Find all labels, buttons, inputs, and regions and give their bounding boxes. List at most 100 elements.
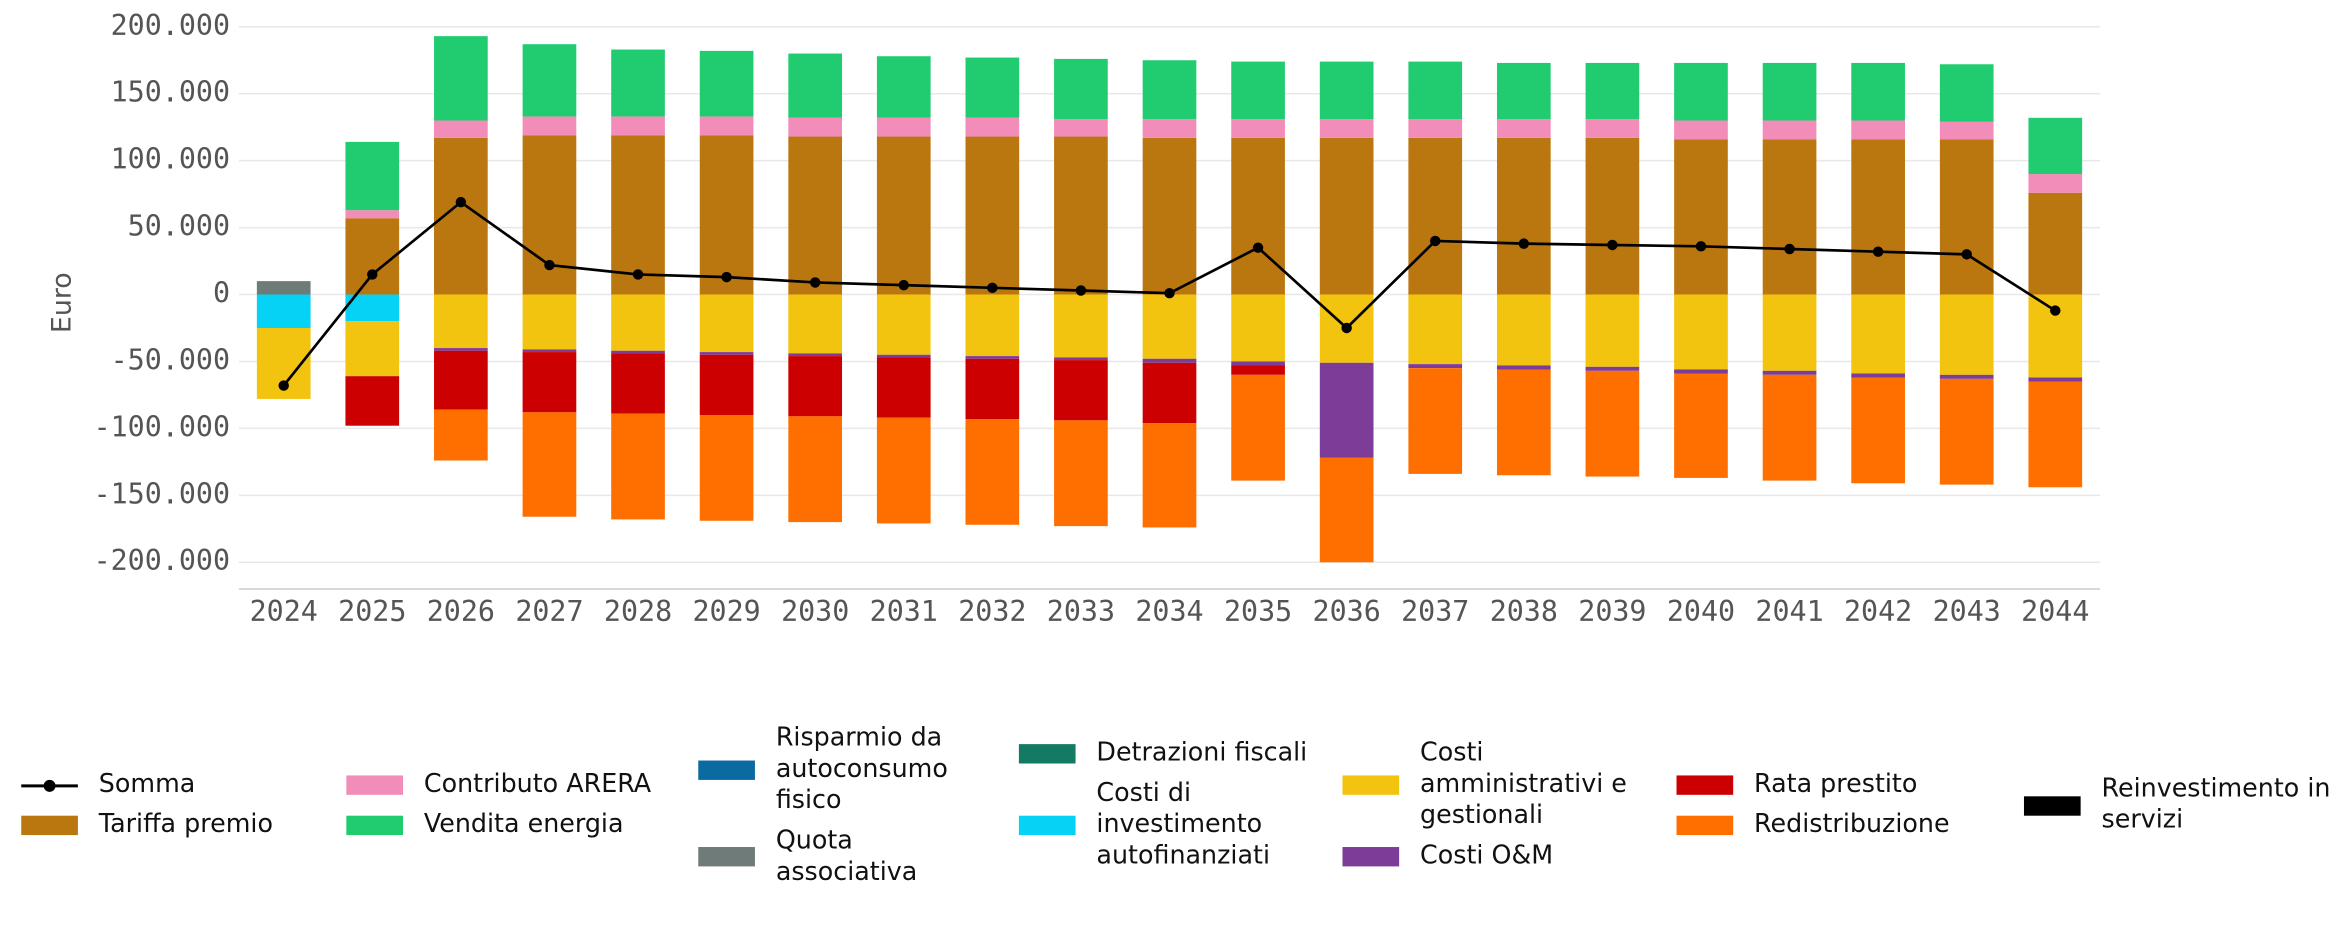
- bar-segment: [611, 294, 665, 351]
- bar-segment: [876, 294, 931, 355]
- bar-segment: [522, 349, 577, 353]
- bar-segment: [1851, 120, 1905, 140]
- line-point: [1341, 322, 1352, 334]
- bar-segment: [1585, 366, 1640, 371]
- bar-segment: [2028, 117, 2083, 175]
- bar-segment: [1939, 139, 1994, 295]
- legend-swatch: [1676, 815, 1734, 836]
- line-point: [1695, 241, 1707, 252]
- bar-segment: [1939, 294, 1994, 375]
- bar-segment: [1762, 294, 1817, 371]
- legend-column: Somma Tariffa premio: [21, 701, 352, 910]
- bar-segment: [345, 321, 400, 377]
- bar-segment: [345, 218, 400, 295]
- bar-segment: [1496, 62, 1551, 120]
- legend-swatch: [1018, 815, 1076, 836]
- bar-segment: [522, 352, 577, 413]
- bar-segment: [965, 136, 1020, 295]
- x-tick-label: 2040: [1667, 595, 1735, 628]
- bar-segment: [434, 120, 488, 138]
- legend-item: Tariffa premio: [21, 810, 352, 841]
- bar-segment: [434, 36, 488, 121]
- bar-segment: [2028, 381, 2083, 488]
- legend-marker: [43, 779, 56, 792]
- bar-segment: [522, 44, 577, 117]
- bar-segment: [522, 294, 577, 350]
- line-point: [721, 271, 732, 283]
- legend-item: Redistribuzione: [1676, 810, 2038, 841]
- bar-segment: [1142, 60, 1197, 120]
- legend-swatch: [698, 847, 755, 867]
- bar-segment: [1674, 373, 1728, 478]
- bar-segment: [1851, 139, 1905, 295]
- legend-swatch: [1342, 775, 1400, 795]
- legend-label: Costi di investimento autofinanziati: [1096, 778, 1270, 871]
- bar-segment: [1231, 365, 1285, 375]
- bar-segment: [1939, 64, 1994, 122]
- bar-segment: [345, 210, 400, 219]
- y-tick-label: -150.000: [94, 477, 230, 510]
- bar-segment: [1762, 62, 1817, 121]
- bar-segment: [1408, 137, 1463, 295]
- bar-segment: [434, 350, 488, 410]
- bar-segment: [1674, 294, 1728, 370]
- bar-segment: [1762, 374, 1817, 481]
- legend-swatch: [1676, 775, 1734, 795]
- bar-segment: [1496, 119, 1551, 138]
- legend-label: Costi amministrativi e gestionali: [1420, 738, 1627, 831]
- y-tick-label: -100.000: [94, 410, 230, 443]
- line-point: [1872, 246, 1884, 257]
- bar-segment: [256, 281, 311, 295]
- bar-segment: [965, 117, 1020, 137]
- legend-label: Quota associativa: [775, 825, 918, 887]
- line-point: [1252, 242, 1264, 253]
- bar-segment: [1142, 423, 1197, 528]
- bar-segment: [2028, 192, 2083, 295]
- x-tick-label: 2029: [692, 595, 760, 628]
- legend-item: Quota associativa: [698, 825, 984, 888]
- x-tick-label: 2025: [338, 595, 406, 628]
- bar-segment: [1054, 119, 1108, 137]
- legend-label: Vendita energia: [423, 809, 624, 840]
- y-tick-label: 50.000: [128, 210, 230, 243]
- y-tick-label: 150.000: [111, 76, 230, 109]
- legend-column: Rata prestito Redistribuzione: [1676, 701, 2038, 910]
- bar-segment: [965, 419, 1020, 525]
- bar-segment: [1674, 369, 1728, 374]
- bar-segment: [1319, 61, 1374, 120]
- bar-segment: [522, 412, 577, 517]
- bar-segment: [2028, 377, 2083, 382]
- bar-segment: [876, 417, 931, 524]
- legend: Somma Tariffa premio Contributo ARERA Vendi…: [21, 701, 2330, 910]
- x-tick-label: 2026: [427, 595, 495, 628]
- bar-segment: [1142, 358, 1197, 363]
- bar-segment: [699, 415, 754, 521]
- bar-segment: [1585, 370, 1640, 477]
- legend-label: Costi O&M: [1420, 841, 1554, 871]
- bar-segment: [1231, 294, 1285, 362]
- bar-segment: [611, 350, 665, 354]
- legend-swatch: [21, 815, 78, 836]
- legend-item: Detrazioni fiscali: [1018, 738, 1313, 769]
- bar-segment: [1408, 119, 1463, 138]
- bar-segment: [1674, 139, 1728, 295]
- legend-item: Risparmio da autoconsumo fisico: [698, 723, 984, 817]
- bar-segment: [1939, 378, 1994, 485]
- bar-segment: [1231, 137, 1285, 295]
- line-point: [278, 380, 289, 391]
- bar-segment: [1585, 137, 1640, 295]
- line-point: [2050, 305, 2061, 316]
- x-tick-label: 2035: [1224, 595, 1292, 628]
- x-tick-label: 2031: [870, 595, 938, 628]
- bar-segment: [1054, 360, 1108, 421]
- bar-segment: [611, 413, 665, 520]
- legend-swatch: [2023, 795, 2081, 815]
- line-point: [1518, 238, 1530, 249]
- x-tick-label: 2043: [1933, 595, 2001, 628]
- bar-segment: [434, 409, 488, 461]
- x-tick-label: 2041: [1755, 595, 1823, 628]
- bar-segment: [1585, 294, 1640, 367]
- bar-segment: [1319, 119, 1374, 138]
- bar-segment: [965, 57, 1020, 118]
- bar-segment: [699, 354, 754, 416]
